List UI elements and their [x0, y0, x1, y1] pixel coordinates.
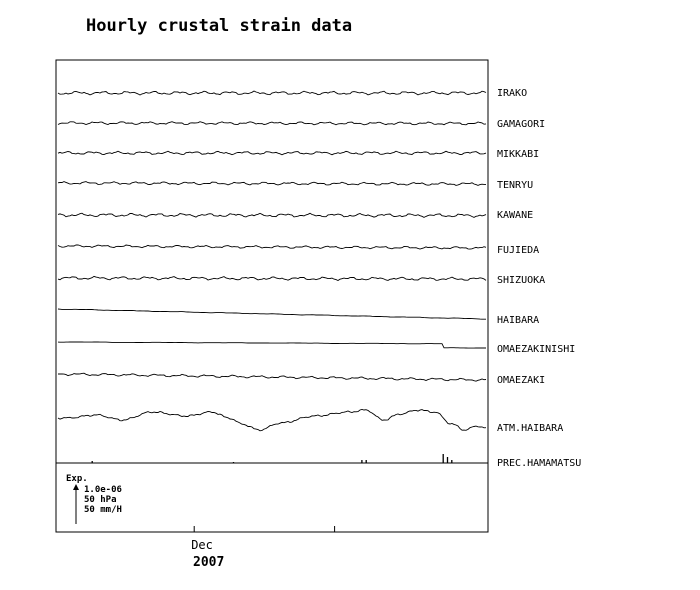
station-label: OMAEZAKINISHI: [497, 344, 575, 355]
x-tick-label: Dec: [191, 538, 213, 552]
series-line-omaezakinishi: [57, 341, 486, 349]
station-label: SHIZUOKA: [497, 275, 545, 286]
station-label: MIKKABI: [497, 149, 539, 160]
series-line-atm-haibara: [57, 409, 487, 432]
series-line-fujieda: [57, 244, 487, 250]
series-line-kawane: [57, 212, 487, 218]
series-line-omaezaki: [58, 372, 487, 382]
scale-item-pressure: 50 hPa: [84, 495, 117, 505]
scale-arrow-head: [73, 484, 79, 490]
series-line-prec-hamamatsu: [91, 454, 453, 463]
station-label: ATM.HAIBARA: [497, 423, 563, 434]
station-label: OMAEZAKI: [497, 375, 545, 386]
station-label: GAMAGORI: [497, 119, 545, 130]
station-label: HAIBARA: [497, 315, 539, 326]
series-line-shizuoka: [57, 275, 487, 282]
station-label: KAWANE: [497, 210, 533, 221]
x-axis-ticks: Dec: [191, 526, 336, 552]
scale-item-strain: 1.0e-06: [84, 485, 122, 495]
series-line-haibara: [57, 308, 486, 320]
series-line-tenryu: [57, 181, 486, 186]
series-line-mikkabi: [57, 150, 487, 156]
station-label: FUJIEDA: [497, 245, 539, 256]
chart-title: Hourly crustal strain data: [86, 16, 352, 36]
station-label: IRAKO: [497, 88, 527, 99]
x-axis-year: 2007: [193, 555, 224, 570]
series-line-gamagori: [57, 121, 487, 126]
station-label: PREC.HAMAMATSU: [497, 458, 581, 469]
station-labels: IRAKO GAMAGORI MIKKABI TENRYU KAWANE FUJIEDA S…: [497, 88, 581, 469]
plot-frame: [55, 59, 489, 533]
scale-item-precip: 50 mm/H: [84, 505, 122, 515]
station-label: TENRYU: [497, 180, 533, 191]
scale-legend: Exp. 1.0e-06 50 hPa 50 mm/H: [66, 474, 122, 524]
series-group: [57, 90, 487, 463]
series-line-irako: [57, 90, 487, 96]
scale-heading: Exp.: [66, 474, 88, 484]
